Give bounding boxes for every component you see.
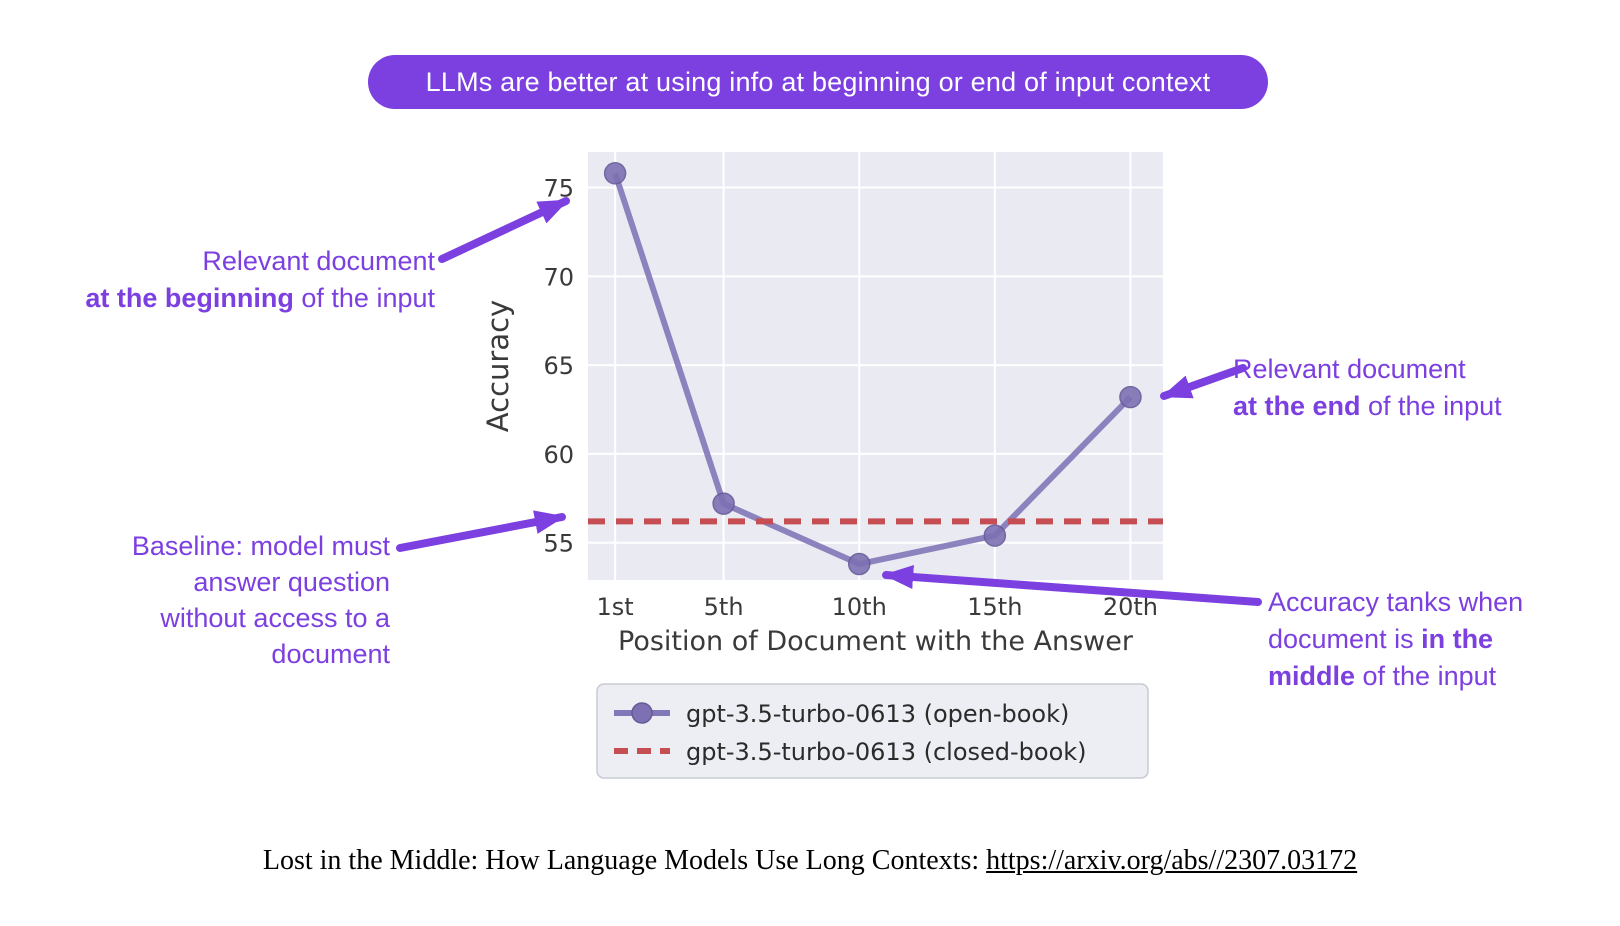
legend-marker [631, 702, 653, 724]
title-banner: LLMs are better at using info at beginni… [368, 55, 1268, 109]
annotation-beginning: Relevant document at the beginning of the… [85, 246, 435, 313]
y-tick-label: 60 [543, 441, 574, 469]
x-tick-label: 10th [832, 593, 887, 621]
annotation-middle: Accuracy tanks when document is in the mid… [1268, 587, 1524, 691]
caption: Lost in the Middle: How Language Models … [0, 845, 1620, 877]
x-tick-label: 20th [1103, 593, 1158, 621]
data-point [1119, 385, 1142, 409]
data-point [603, 162, 627, 185]
legend-entry-label: gpt-3.5-turbo-0613 (closed-book) [686, 738, 1087, 766]
caption-text: Lost in the Middle: How Language Models … [262, 845, 987, 876]
y-axis-label: Accuracy [481, 300, 515, 432]
x-tick-label: 15th [967, 593, 1022, 621]
y-tick-label: 65 [543, 352, 574, 380]
accuracy-line-chart: 55 60 65 70 75 1st 5th 10th 15th 20th Accuracy Posi… [481, 152, 1163, 779]
data-point [847, 552, 871, 576]
caption-link[interactable]: https://arxiv.org/abs//2307.03172 [986, 845, 1358, 876]
data-point [983, 524, 1007, 547]
y-tick-label: 75 [543, 175, 574, 203]
x-tick-label: 1st [597, 593, 634, 621]
annotation-baseline: Baseline: model must answer question witho… [131, 531, 390, 669]
legend-box [596, 683, 1149, 779]
x-tick-label: 5th [704, 593, 744, 621]
y-tick-label: 55 [543, 530, 574, 558]
annotation-end: Relevant document at the end of the input [1233, 354, 1502, 421]
x-axis-label: Position of Document with the Answer [618, 626, 1134, 657]
y-tick-label: 70 [543, 263, 574, 291]
data-point [712, 492, 735, 515]
legend-entry-label: gpt-3.5-turbo-0613 (open-book) [686, 700, 1069, 728]
